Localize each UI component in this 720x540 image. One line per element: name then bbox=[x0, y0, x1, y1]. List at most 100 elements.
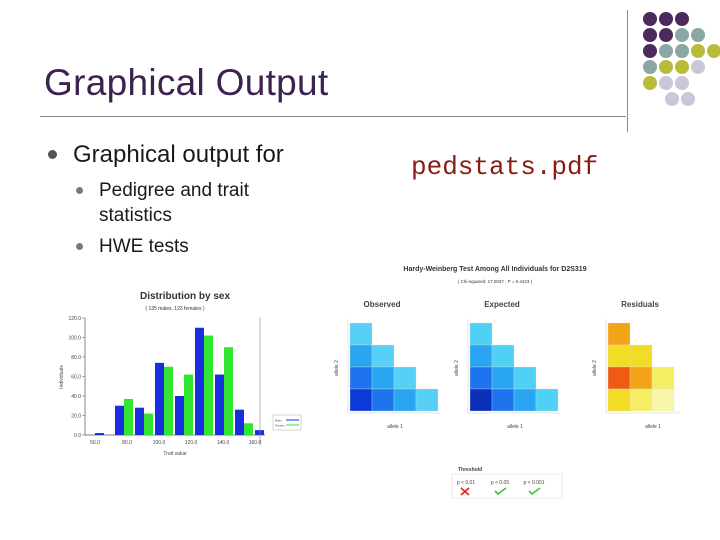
legend-title: Threshold bbox=[458, 467, 482, 473]
hist-x-tick-label: 100.0 bbox=[153, 440, 166, 446]
hist-bar-males bbox=[95, 433, 104, 435]
decorative-dot bbox=[681, 92, 695, 106]
hist-bar-females bbox=[224, 347, 233, 435]
legend-check-icon bbox=[494, 487, 507, 496]
hist-x-tick-label: 140.0 bbox=[217, 440, 230, 446]
decorative-dot bbox=[643, 44, 657, 58]
decorative-dot bbox=[691, 28, 705, 42]
hwe-heatmap-cell bbox=[349, 388, 373, 412]
hist-plot-area: 0.0 20.0 40.0 60.0 80.0 100.0 120.0 50.0 80.0 100… bbox=[68, 316, 302, 446]
sub-bullet-1-line-1: Pedigree and trait bbox=[99, 180, 249, 201]
hist-y-tick-label: 100.0 bbox=[68, 336, 81, 342]
hwe-heatmap-cell bbox=[629, 344, 653, 368]
hwe-legend: p < 0.01 p < 0.05 p < 0.001 bbox=[451, 473, 563, 499]
hwe-heatmap-cell bbox=[349, 366, 373, 390]
legend-label: p < 0.001 bbox=[524, 480, 545, 486]
hist-y-tick-label: 80.0 bbox=[71, 355, 81, 361]
decorative-dot bbox=[643, 28, 657, 42]
decorative-dot bbox=[665, 92, 679, 106]
hist-bar-females bbox=[124, 398, 133, 435]
decorative-dot bbox=[659, 12, 673, 26]
hwe-x-label: allele 1 bbox=[507, 424, 523, 430]
hwe-panels: Observed allele 1 allele 2 Expected allele 1… bbox=[334, 300, 680, 430]
decorative-dot bbox=[643, 60, 657, 74]
hwe-heatmap-cell bbox=[491, 366, 515, 390]
hwe-heatmap-cell bbox=[469, 366, 493, 390]
hwe-heatmap-cell bbox=[607, 388, 631, 412]
legend-cross-icon bbox=[460, 487, 470, 496]
decorative-dot bbox=[707, 44, 720, 58]
hwe-title: Hardy-Weinberg Test Among All Individual… bbox=[403, 266, 586, 273]
main-bullet-text: Graphical output for bbox=[73, 141, 284, 168]
hwe-heatmap-cell bbox=[629, 366, 653, 390]
decorative-dot bbox=[691, 60, 705, 74]
pdf-filename: pedstats.pdf bbox=[411, 152, 599, 182]
decorative-dot bbox=[659, 60, 673, 74]
decorative-dot bbox=[659, 28, 673, 42]
decorative-dot bbox=[675, 60, 689, 74]
decorative-dot bbox=[675, 76, 689, 90]
hwe-panel-title: Residuals bbox=[621, 300, 659, 309]
decorative-dot bbox=[675, 12, 689, 26]
hwe-y-label: allele 2 bbox=[592, 360, 598, 376]
hist-legend-label: Males bbox=[275, 420, 282, 423]
decorative-dot bbox=[643, 12, 657, 26]
hwe-panel-title: Observed bbox=[364, 300, 401, 309]
hwe-heatmap-cell bbox=[393, 388, 417, 412]
decorative-dot bbox=[675, 28, 689, 42]
hwe-heatmap-cell bbox=[491, 344, 515, 368]
hwe-heatmap-cell bbox=[469, 344, 493, 368]
hist-bar-males bbox=[255, 430, 264, 435]
hardy-weinberg-figure: Hardy-Weinberg Test Among All Individual… bbox=[334, 266, 680, 499]
hwe-heatmap-cell bbox=[415, 388, 439, 412]
hist-bar-males bbox=[195, 327, 204, 435]
legend-label: p < 0.05 bbox=[491, 480, 509, 486]
sub-bullet-2-text: HWE tests bbox=[99, 236, 189, 257]
hist-bar-males bbox=[115, 405, 124, 435]
hist-title: Distribution by sex bbox=[140, 291, 230, 302]
hwe-x-label: allele 1 bbox=[645, 424, 661, 430]
legend-check-icon bbox=[528, 487, 541, 496]
hwe-heatmap-cell bbox=[607, 322, 631, 346]
hwe-x-label: allele 1 bbox=[387, 424, 403, 430]
hist-y-tick-label: 60.0 bbox=[71, 375, 81, 381]
hist-bar-females bbox=[204, 335, 213, 435]
bullet-dot bbox=[48, 150, 57, 159]
hist-x-tick-label: 160.0 bbox=[249, 440, 262, 446]
hist-x-tick-label: 50.0 bbox=[90, 440, 100, 446]
hwe-heatmap-cell bbox=[371, 388, 395, 412]
hwe-y-label: allele 2 bbox=[454, 360, 460, 376]
hist-bar-males bbox=[175, 396, 184, 435]
hist-y-label: Individuals bbox=[59, 365, 65, 389]
hwe-subtitle: ( Chi-squared: 17.0037 ; P = 0.4423 ) bbox=[458, 279, 533, 284]
hist-bar-males bbox=[155, 362, 164, 435]
hist-x-tick-label: 80.0 bbox=[122, 440, 132, 446]
decorative-dot bbox=[643, 76, 657, 90]
hist-bar-females bbox=[164, 366, 173, 435]
hist-legend-box bbox=[272, 414, 302, 431]
hwe-heatmap-cell bbox=[349, 322, 373, 346]
hist-y-tick-label: 40.0 bbox=[71, 394, 81, 400]
hwe-heatmap-cell bbox=[469, 322, 493, 346]
hist-x-label: Trait value bbox=[163, 451, 186, 457]
hist-bar-males bbox=[215, 374, 224, 435]
sub-bullet-dot bbox=[76, 187, 83, 194]
hwe-heatmap-cell bbox=[607, 366, 631, 390]
hist-bar-males bbox=[135, 407, 144, 435]
hwe-heatmap-cell bbox=[607, 344, 631, 368]
hwe-heatmap-cell bbox=[491, 388, 515, 412]
hwe-heatmap-cell bbox=[513, 366, 537, 390]
title-underline bbox=[40, 116, 626, 117]
hwe-heatmap-cell bbox=[371, 366, 395, 390]
hist-bar-males bbox=[235, 409, 244, 435]
hist-bar-females bbox=[244, 423, 253, 435]
hwe-heatmap-cell bbox=[673, 388, 680, 412]
slide-title: Graphical Output bbox=[44, 62, 329, 103]
hwe-y-label: allele 2 bbox=[334, 360, 340, 376]
hist-bar-females bbox=[144, 413, 153, 435]
decorative-dot bbox=[659, 44, 673, 58]
hwe-heatmap-cell bbox=[349, 344, 373, 368]
hist-x-tick-label: 120.0 bbox=[185, 440, 198, 446]
hwe-heatmap-cell bbox=[371, 344, 395, 368]
sub-bullet-1-line-2: statistics bbox=[99, 205, 172, 226]
